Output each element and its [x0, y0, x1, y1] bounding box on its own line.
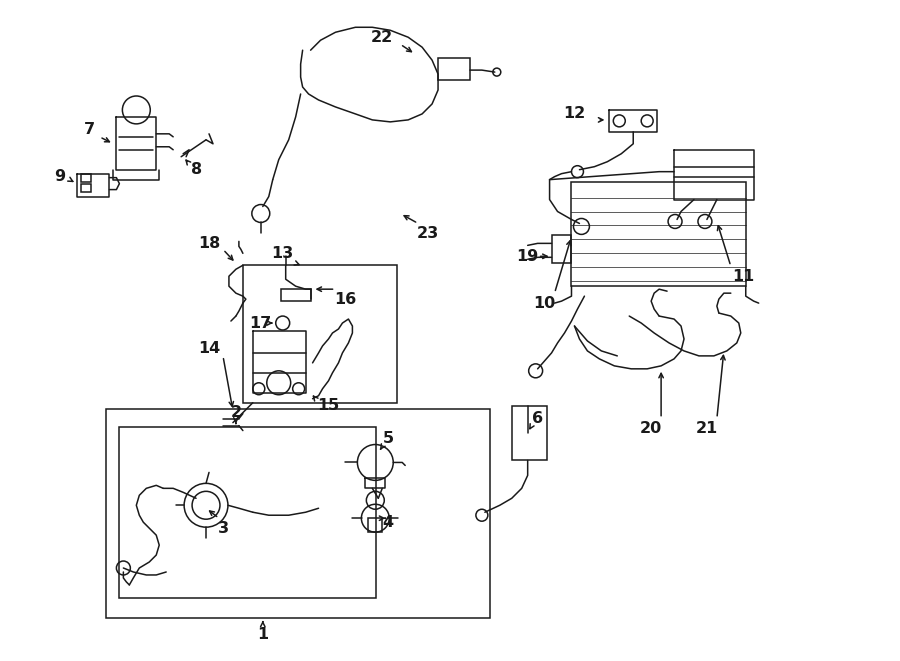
- Bar: [572, 182, 746, 286]
- Text: 14: 14: [198, 342, 220, 356]
- Bar: [368, 518, 382, 532]
- Text: 15: 15: [318, 398, 339, 413]
- Text: 21: 21: [696, 421, 718, 436]
- Text: 3: 3: [218, 521, 229, 535]
- Bar: [81, 174, 91, 182]
- Bar: [243, 265, 397, 403]
- Circle shape: [275, 316, 290, 330]
- Text: 16: 16: [334, 292, 356, 307]
- Text: 5: 5: [382, 431, 394, 446]
- Text: 7: 7: [84, 122, 95, 137]
- Bar: [106, 408, 490, 618]
- Text: 10: 10: [534, 295, 555, 311]
- Text: 4: 4: [382, 515, 394, 529]
- Text: 22: 22: [371, 30, 393, 45]
- Text: 11: 11: [733, 269, 755, 284]
- Text: 18: 18: [198, 236, 220, 251]
- Bar: [120, 426, 376, 598]
- Text: 2: 2: [230, 405, 241, 420]
- Bar: [512, 406, 546, 461]
- Text: 1: 1: [257, 627, 268, 642]
- Bar: [552, 235, 572, 263]
- Text: 12: 12: [563, 106, 586, 122]
- Bar: [281, 289, 310, 301]
- Text: 19: 19: [517, 249, 539, 264]
- Text: 20: 20: [640, 421, 662, 436]
- Bar: [438, 58, 470, 80]
- Text: 23: 23: [417, 226, 439, 241]
- Text: 9: 9: [54, 169, 65, 184]
- Text: 8: 8: [191, 162, 202, 177]
- Text: 17: 17: [249, 315, 272, 330]
- Text: 6: 6: [532, 411, 544, 426]
- Text: 13: 13: [272, 246, 293, 261]
- Bar: [81, 184, 91, 192]
